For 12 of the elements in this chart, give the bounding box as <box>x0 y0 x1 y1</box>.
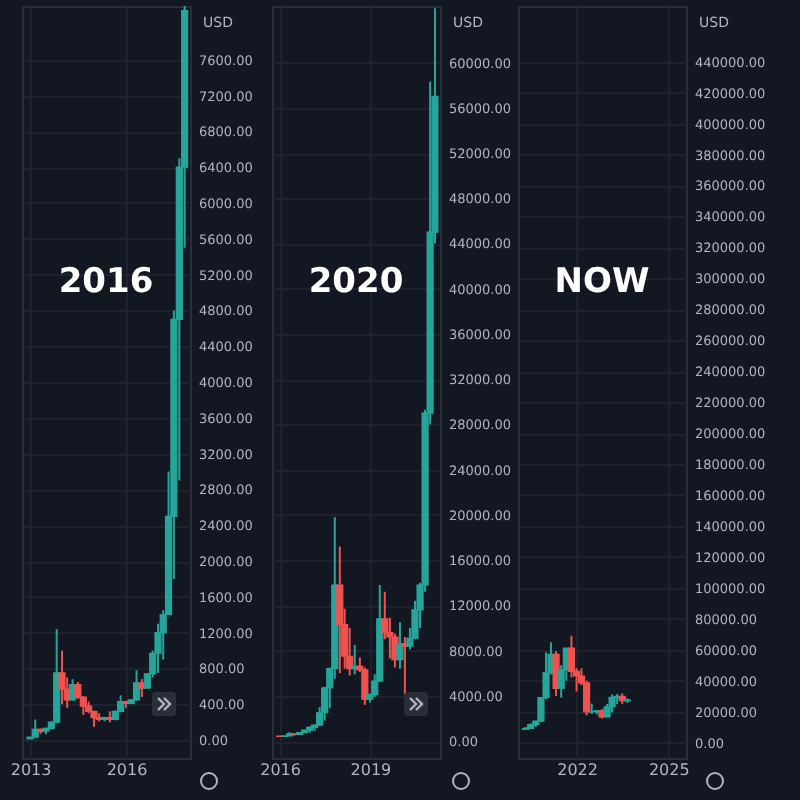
candlestick <box>58 649 66 706</box>
candlestick <box>552 650 560 698</box>
text: 2020 <box>308 262 404 302</box>
x-tick-label: 2019 <box>350 761 392 779</box>
x-tick-label: 2016 <box>260 761 301 779</box>
candlestick <box>396 621 404 670</box>
x-tick-label: 2022 <box>557 761 598 779</box>
text: 2016 <box>58 262 154 302</box>
text: NOW <box>554 262 650 302</box>
x-tick-label: 2013 <box>10 761 52 779</box>
x-tick-label: 2016 <box>106 761 148 779</box>
x-tick-label: 2025 <box>648 761 690 779</box>
